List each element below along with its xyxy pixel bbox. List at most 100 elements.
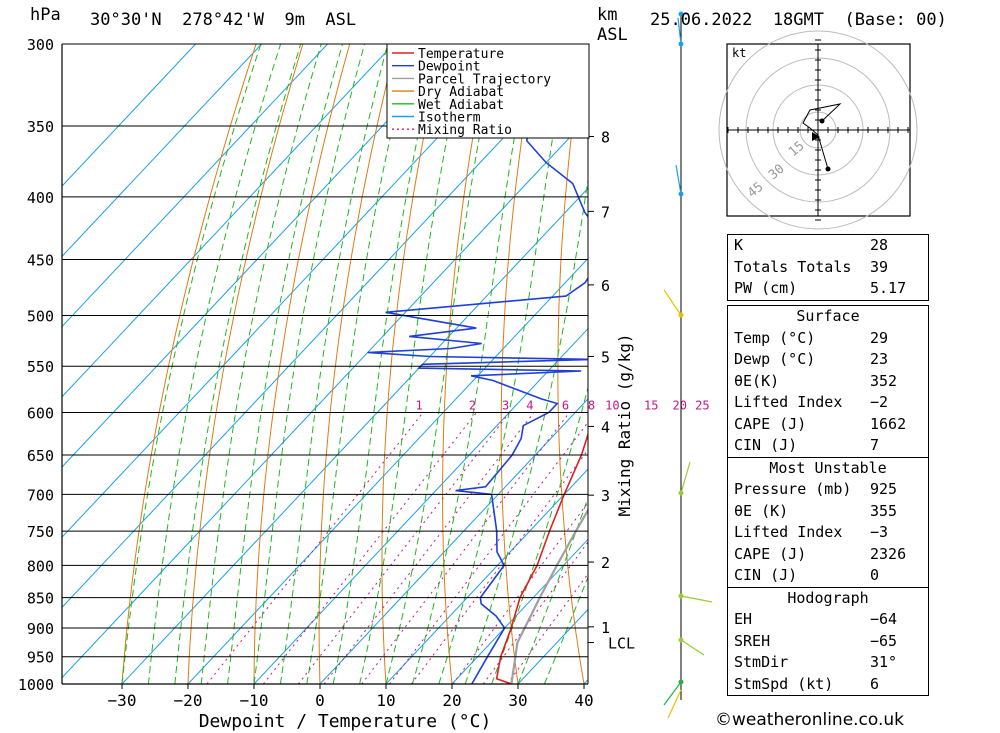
pressure-label: 1000 (18, 676, 54, 694)
wet-adiabat-line (174, 44, 302, 684)
pressure-label: 350 (27, 118, 54, 136)
wind-barb (667, 689, 682, 719)
dewpoint-line (367, 44, 588, 684)
wind-barb (663, 681, 682, 706)
km-label: 6 (601, 277, 610, 295)
km-label: 4 (601, 418, 610, 436)
isotherm-line (62, 44, 262, 258)
wet-adiabat-line (253, 44, 366, 684)
lcl-label: LCL (608, 635, 635, 653)
hodograph-unit: kt (732, 46, 746, 60)
isotherm-line (319, 398, 588, 684)
mixing-ratio-label: 3 (502, 398, 509, 412)
mixing-ratio-line (452, 501, 588, 684)
legend-label: Mixing Ratio (418, 123, 512, 138)
hodo-row: StmSpd (kt) 6 (734, 674, 880, 693)
mu-row: θE (K) 355 (734, 501, 898, 520)
hodograph-title: Hodograph (728, 586, 928, 610)
index-row: K 28 (734, 236, 889, 254)
wind-barb (675, 164, 682, 195)
most-unstable-title: Most Unstable (728, 456, 928, 480)
wet-adiabat-line (227, 44, 343, 684)
mixing-ratio-axis-title: Mixing Ratio (g/kg) (615, 333, 634, 516)
km-label: 1 (601, 619, 610, 637)
legend-label: Dewpoint (418, 60, 481, 75)
wet-adiabat-line (491, 385, 588, 684)
x-tick-label: 10 (376, 691, 395, 710)
mixing-ratio-line (323, 412, 535, 684)
pressure-label: 650 (27, 447, 54, 465)
hodograph-trace (802, 103, 842, 170)
wet-adiabat-line (543, 575, 588, 684)
mixing-ratio-label: 15 (644, 398, 658, 412)
wind-barb (680, 639, 705, 656)
x-tick-label: −20 (174, 691, 203, 710)
km-label: 8 (601, 128, 610, 146)
units-km: km (597, 5, 618, 25)
wet-adiabat-line (279, 44, 389, 684)
temperature-line (495, 431, 588, 684)
x-tick-label: 40 (574, 691, 593, 710)
pressure-label: 850 (27, 590, 54, 608)
mu-row: CAPE (J) 2326 (734, 544, 907, 563)
isotherm-line (62, 44, 394, 398)
surface-table: Surface Temp (°C) 29 Dewp (°C) 23 θE(K) 352… (727, 305, 929, 696)
legend-label: Parcel Trajectory (418, 72, 551, 87)
pressure-label: 950 (27, 649, 54, 667)
dry-adiabat-line (253, 44, 351, 684)
pressure-label: 700 (27, 486, 54, 504)
dry-adiabat-line (187, 44, 304, 684)
wet-adiabat-line (306, 44, 413, 684)
mixing-ratio-line (297, 412, 511, 684)
mixing-ratio-line (262, 412, 477, 684)
isotherm-line (385, 468, 588, 684)
isotherm-line (62, 47, 588, 609)
hodograph-point (819, 118, 825, 124)
hodo-row: SREH −65 (734, 631, 898, 650)
pressure-label: 500 (27, 308, 54, 326)
km-label: 2 (601, 554, 610, 572)
hodograph-point (825, 166, 831, 172)
credit-text[interactable]: ©weatheronline.co.uk (715, 710, 905, 730)
dry-adiabat-line (381, 44, 444, 684)
mixing-ratio-label: 25 (695, 398, 709, 412)
surface-row: Dewp (°C) 23 (734, 350, 889, 368)
legend-box (386, 43, 590, 139)
mu-row: Lifted Index −3 (734, 523, 889, 541)
wet-adiabat-line (147, 44, 282, 684)
legend-label: Temperature (418, 47, 504, 62)
isotherm-line (187, 257, 588, 684)
dry-adiabat-line (500, 44, 538, 684)
legend-label: Wet Adiabat (418, 98, 504, 113)
surface-row: Temp (°C) 29 (734, 328, 889, 347)
mixing-ratio-line (482, 541, 588, 684)
mixing-ratio-line (206, 412, 424, 684)
mu-row: CIN (J) 0 (734, 566, 880, 584)
surface-row: CIN (J) 7 (734, 436, 880, 454)
isotherm-line (62, 44, 460, 468)
location-title: 30°30'N 278°42'W 9m ASL (90, 10, 357, 30)
x-tick-label: −30 (108, 691, 137, 710)
isotherm-line (62, 44, 196, 187)
x-tick-label: 20 (442, 691, 461, 710)
wind-barb (677, 17, 682, 45)
dry-adiabat-line (957, 26, 1000, 684)
x-axis-title: Dewpoint / Temperature (°C) (199, 711, 492, 732)
isotherm-line (62, 117, 588, 679)
mixing-ratio-label: 4 (526, 398, 533, 412)
datetime-title: 25.06.2022 18GMT (Base: 00) (650, 10, 947, 30)
isotherm-line (451, 538, 588, 684)
dry-adiabat-line (666, 26, 716, 684)
units-asl: ASL (597, 25, 628, 45)
mixing-ratio-line (388, 421, 588, 684)
wet-adiabat-line (517, 496, 588, 684)
surface-row: θE(K) 352 (734, 371, 898, 390)
mixing-ratio-label: 6 (562, 398, 569, 412)
mixing-ratio-line (411, 449, 588, 684)
index-row: PW (cm) 5.17 (734, 279, 907, 297)
indices-table: K 28 Totals Totals 39 PW (cm) 5.17 (727, 234, 929, 301)
wind-barb (680, 595, 713, 603)
legend-label: Dry Adiabat (418, 85, 504, 100)
